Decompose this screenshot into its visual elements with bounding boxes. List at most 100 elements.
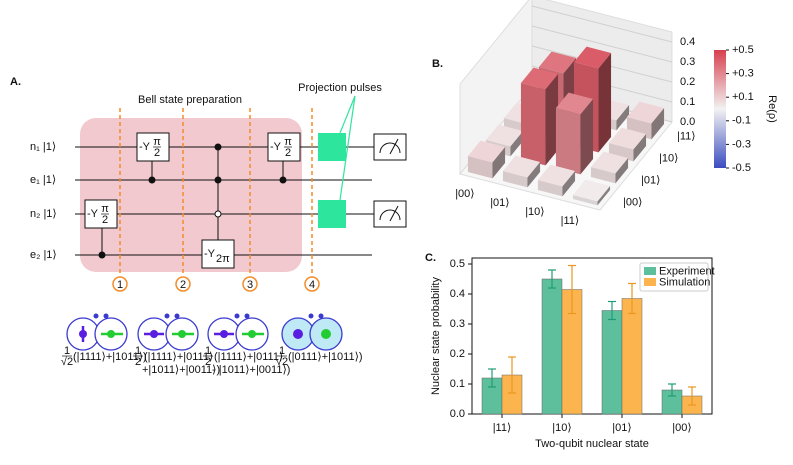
qubit-label: n₁ |1⟩ [30, 141, 56, 153]
colorbar-tick-label: -0.5 [732, 162, 751, 174]
legend-swatch [644, 278, 656, 286]
step-marker [242, 276, 258, 292]
legend-swatch [644, 267, 656, 275]
qubit-label: n₂ |1⟩ [30, 208, 57, 220]
bar-3d [608, 127, 647, 162]
col-label: |00⟩ [623, 197, 642, 209]
meter-arc [379, 209, 401, 221]
row-label: |00⟩ [455, 188, 474, 200]
step-marker [175, 276, 191, 292]
row-label: |10⟩ [525, 206, 544, 218]
z-tick-label: 0.0 [680, 116, 695, 128]
y-tick-label: 0.0 [450, 408, 465, 420]
qubit-label: e₂ |1⟩ [30, 249, 57, 261]
bar-side [651, 107, 665, 140]
panel-label: A. [10, 76, 21, 88]
gate-sub-num: π [101, 203, 109, 215]
prefactor-num: 1 [205, 345, 211, 357]
spin-electron [174, 313, 180, 319]
gate-sub-den: 2 [102, 214, 108, 226]
bar-side [633, 133, 647, 162]
bar-top [555, 92, 594, 115]
state-formula: - |1011⟩+|0011⟩) [212, 364, 290, 376]
gate-label: -Y [139, 141, 151, 153]
y-tick-label: 0.4 [450, 288, 465, 300]
bar-top [520, 67, 559, 90]
prefactor-num: 1 [279, 345, 285, 357]
bar-top [485, 124, 524, 147]
error-bar [688, 386, 696, 406]
prefactor-den: √2 [276, 356, 288, 368]
bell-region [80, 118, 302, 272]
bar-3d [555, 92, 594, 175]
state-formula: (|1111⟩+|0111⟩ [144, 351, 213, 363]
state-formula: +|1011⟩+|0011⟩) [142, 364, 220, 376]
x-tick-label: |10⟩ [552, 422, 571, 434]
bar-3d [572, 179, 611, 206]
bar-side [615, 157, 629, 184]
colorbar-tick-label: +0.3 [732, 68, 754, 80]
control-dot [148, 176, 156, 184]
y-tick-label: 0.3 [450, 318, 465, 330]
gate-sub-den: 2 [285, 147, 291, 159]
state-formula: (|1111⟩+|1011⟩) [73, 351, 147, 363]
bar [621, 298, 643, 415]
step-number: 1 [117, 279, 123, 291]
projection-pulse [318, 200, 346, 228]
z-tick-label: 0.3 [680, 56, 695, 68]
prefactor-den: 2 [135, 356, 141, 368]
error-bar [508, 356, 516, 394]
control-dot [214, 143, 222, 151]
meter-needle [389, 138, 399, 155]
control-dot [214, 176, 222, 184]
y-tick-label: 0.1 [450, 378, 465, 390]
panel-label: B. [432, 58, 443, 70]
bar-3d [467, 140, 506, 179]
bar-side [580, 98, 594, 175]
spin-electron [103, 313, 109, 319]
bar-top [608, 127, 647, 150]
bar-3d [537, 164, 576, 197]
bar-side [597, 185, 611, 206]
pointer-line [339, 95, 356, 134]
bar-top [537, 164, 576, 187]
plot-frame [471, 257, 713, 415]
z-tick-label: 0.2 [680, 76, 695, 88]
meter [373, 133, 407, 161]
legend-box [639, 262, 709, 292]
gate-sub-num: π [153, 136, 161, 148]
meter [373, 200, 407, 228]
spin-electron [164, 313, 170, 319]
gate-label: -Y [87, 208, 99, 220]
col-label: |10⟩ [659, 153, 678, 165]
bar-front [572, 195, 598, 206]
meter-arc [379, 142, 401, 154]
projection-label: Projection pulses [298, 82, 382, 94]
gate-sub-den: 2 [154, 147, 160, 159]
error-bar [568, 264, 576, 315]
step-number: 2 [180, 279, 186, 291]
bar-top [573, 46, 612, 69]
y-tick-label: 0.5 [450, 258, 465, 270]
x-axis-label: Two-qubit nuclear state [535, 438, 649, 450]
error-bar [608, 300, 616, 321]
error-bar [628, 282, 636, 315]
error-bar [668, 383, 676, 397]
bar-top [502, 155, 541, 178]
step-number: 3 [247, 279, 253, 291]
prefactor-num: 1 [64, 345, 70, 357]
bar-side [492, 146, 506, 179]
row-label: |11⟩ [561, 215, 580, 227]
bar-top [572, 179, 611, 202]
pointer-line [339, 95, 356, 201]
prefactor-num: 1 [135, 345, 141, 357]
spin-electron [244, 313, 250, 319]
z-tick-label: 0.1 [680, 96, 695, 108]
bar [541, 278, 563, 415]
error-bar [548, 269, 556, 289]
spin-electron [234, 313, 240, 319]
state-formula: (|1111⟩+|0111⟩ [214, 351, 283, 363]
row-label: |01⟩ [490, 197, 509, 209]
z-tick-label: 0.4 [680, 36, 695, 48]
